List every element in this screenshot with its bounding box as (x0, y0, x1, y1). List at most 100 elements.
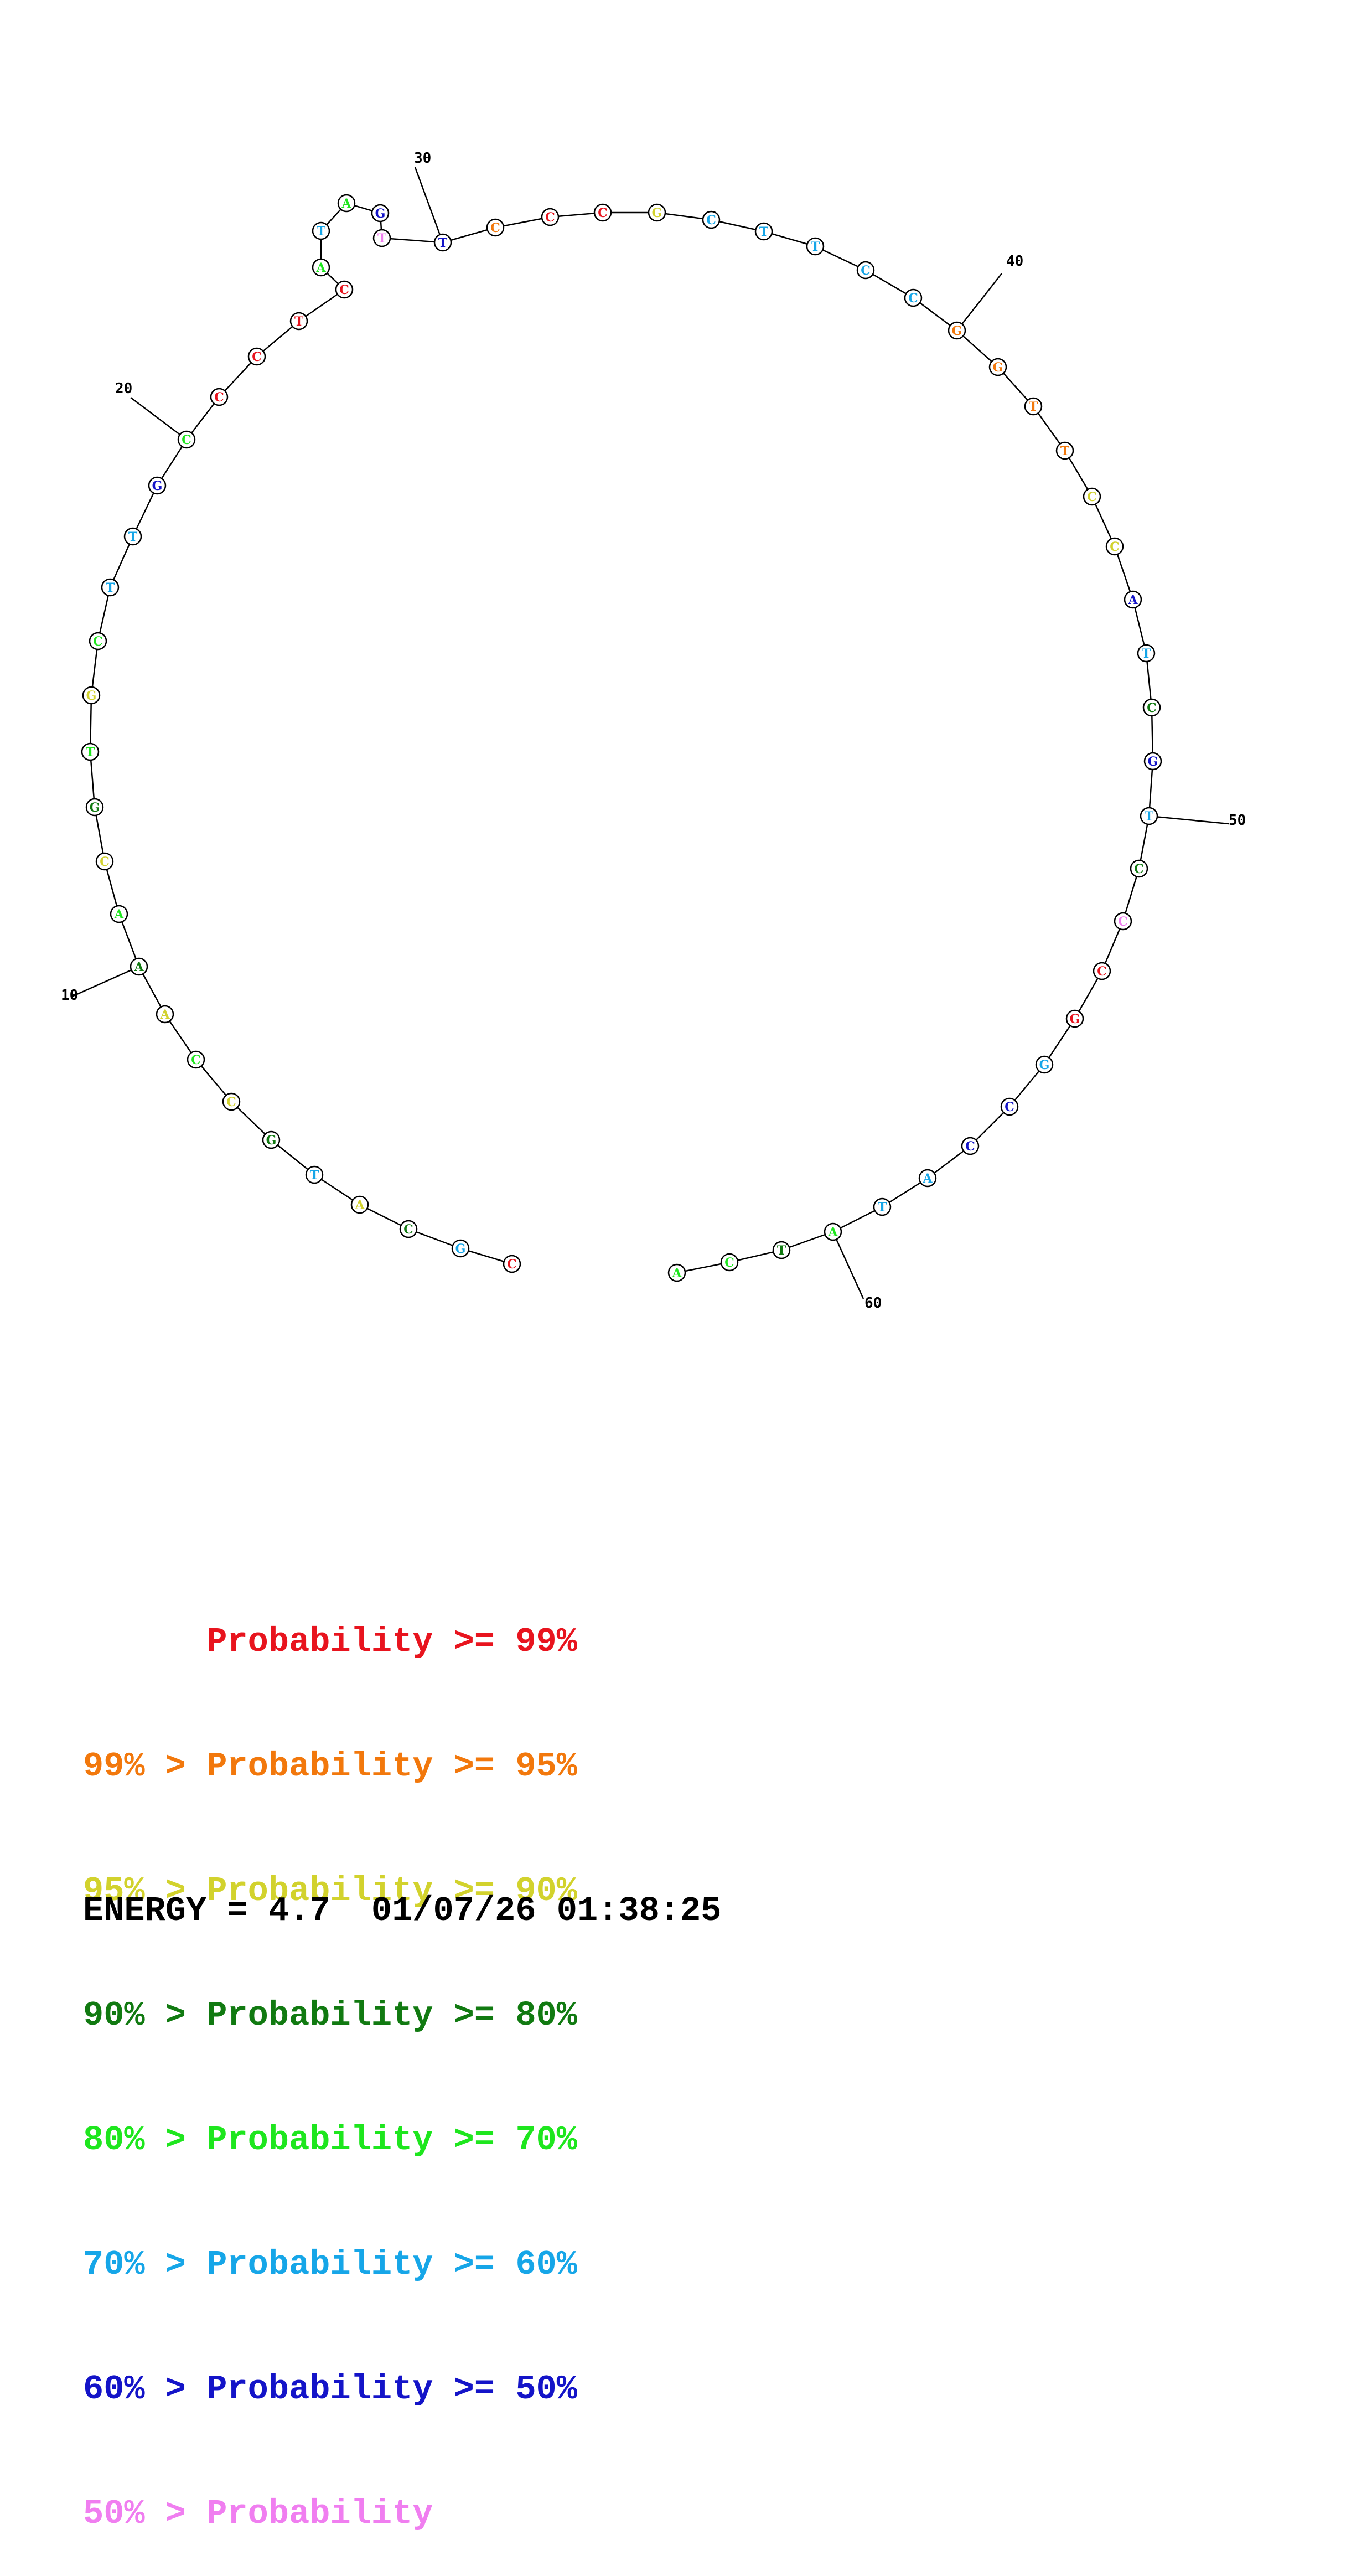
backbone-bond (90, 641, 99, 696)
nucleotide-letter: G (1070, 1012, 1080, 1026)
backbone-bond (913, 297, 957, 332)
nucleotide-circle (503, 1255, 521, 1273)
nucleotide-letter: G (86, 689, 97, 703)
nucleotide-letter: C (1110, 540, 1120, 554)
nucleotide-circle (904, 288, 923, 307)
nucleotide-circle (1105, 537, 1124, 556)
nucleotide-circle (130, 957, 148, 976)
backbone-bond (1032, 406, 1066, 451)
nucleotide-letter: T (811, 240, 820, 254)
nucleotide-letter: C (1134, 862, 1144, 876)
nucleotide: G (85, 798, 104, 817)
backbone-bond (1091, 496, 1116, 547)
nucleotide: C (1142, 698, 1161, 717)
nucleotide-circle (856, 261, 875, 280)
nucleotide-circle (1143, 752, 1162, 771)
position-label: 30 (414, 150, 431, 167)
backbone-bond (94, 807, 106, 862)
nucleotide-letter: A (113, 907, 124, 922)
position-label: 10 (61, 987, 78, 1004)
nucleotide: A (918, 1169, 937, 1188)
nucleotide-circle (247, 347, 266, 366)
nucleotide-letter: A (922, 1171, 933, 1186)
nucleotide-letter: A (133, 960, 144, 974)
legend-line-plow: 50% > Probability (83, 2494, 433, 2533)
nucleotide-circle (95, 852, 114, 871)
nucleotide: T (289, 312, 308, 331)
nucleotide-letter: T (106, 581, 115, 595)
legend-line-p95: 99% > Probability >= 95% (83, 1747, 577, 1786)
nucleotide: T (806, 237, 825, 256)
nucleotide: G (988, 358, 1007, 376)
nucleotide-letter: T (294, 314, 304, 329)
nucleotide: T (1024, 397, 1043, 416)
nucleotide-letter: C (214, 390, 224, 405)
backbone-bond (89, 751, 96, 808)
nucleotide-letter: C (1118, 915, 1128, 929)
nucleotide-letter: G (90, 801, 100, 815)
nucleotide-circle (988, 358, 1007, 376)
nucleotide-circle (312, 258, 330, 277)
nucleotide-letter: C (339, 283, 349, 297)
nucleotide-letter: T (310, 1168, 319, 1183)
nucleotide: T (312, 221, 330, 240)
backbone-bond (1074, 970, 1103, 1019)
nucleotide-circle (1024, 397, 1043, 416)
nucleotide: C (593, 203, 612, 222)
backbone-bond (231, 1101, 272, 1140)
energy-timestamp: ENERGY = 4.7 01/07/26 01:38:25 (83, 1891, 722, 1930)
nucleotide: C (961, 1137, 980, 1155)
backbone-bond (97, 587, 111, 642)
backbone-bond (219, 356, 257, 398)
nucleotide-letter: C (598, 206, 608, 220)
backbone-bond (656, 211, 712, 221)
nucleotide: T (101, 578, 120, 597)
nucleotide-circle (1142, 698, 1161, 717)
nucleotide: G (148, 476, 167, 495)
nucleotide-letter: T (317, 224, 326, 239)
nucleotide: C (541, 208, 560, 226)
nucleotide: C (1093, 962, 1111, 980)
nucleotide: T (81, 742, 100, 761)
nucleotide-letter: T (777, 1243, 786, 1258)
position-tick (1148, 815, 1229, 825)
backbone-bond (138, 966, 166, 1015)
nucleotide-circle (81, 742, 100, 761)
backbone-bond (442, 226, 496, 244)
legend-line-p50: 60% > Probability >= 50% (83, 2369, 577, 2409)
nucleotide-letter: A (827, 1225, 838, 1240)
nucleotide-letter: C (182, 433, 191, 447)
nucleotide-circle (486, 218, 505, 237)
nucleotide-letter: T (86, 745, 95, 760)
backbone-bond (359, 1204, 409, 1230)
nucleotide: T (305, 1165, 324, 1184)
nucleotide: C (1105, 537, 1124, 556)
nucleotide: A (337, 194, 356, 213)
position-label: 40 (1006, 253, 1023, 270)
nucleotide-letter: G (375, 207, 386, 221)
nucleotide-circle (1137, 644, 1156, 663)
nucleotide-letter: C (191, 1053, 201, 1067)
nucleotide: A (824, 1222, 842, 1241)
nucleotide: C (720, 1253, 739, 1272)
position-label: 60 (864, 1295, 882, 1312)
nucleotide: C (247, 347, 266, 366)
nucleotide-letter: T (377, 231, 387, 246)
legend-line-p99: Probability >= 99% (83, 1622, 577, 1661)
nucleotide-circle (667, 1263, 686, 1282)
nucleotide-circle (305, 1165, 324, 1184)
nucleotide-circle (754, 222, 773, 241)
backbone-bond (832, 1206, 883, 1233)
nucleotide: T (1137, 644, 1156, 663)
nucleotide-letter: G (1039, 1058, 1050, 1072)
nucleotide-circle (85, 798, 104, 817)
backbone-bond (815, 245, 866, 271)
nucleotide: G (371, 204, 390, 223)
nucleotide-circle (772, 1241, 791, 1259)
nucleotide-letter: C (403, 1222, 413, 1237)
nucleotide-letter: G (652, 206, 662, 220)
nucleotide: C (95, 852, 114, 871)
nucleotide-letter: C (908, 291, 918, 306)
nucleotide: C (702, 210, 721, 229)
